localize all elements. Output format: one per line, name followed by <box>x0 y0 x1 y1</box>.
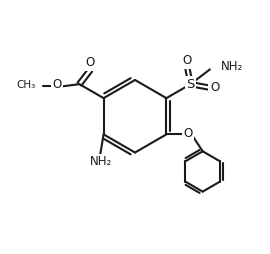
Text: O: O <box>183 127 193 140</box>
Text: S: S <box>186 78 195 91</box>
Text: O: O <box>210 81 220 94</box>
Text: O: O <box>182 54 191 67</box>
Text: O: O <box>52 78 62 91</box>
Text: NH₂: NH₂ <box>221 60 244 73</box>
Text: O: O <box>86 56 95 69</box>
Text: NH₂: NH₂ <box>90 155 112 168</box>
Text: CH₃: CH₃ <box>16 80 35 90</box>
